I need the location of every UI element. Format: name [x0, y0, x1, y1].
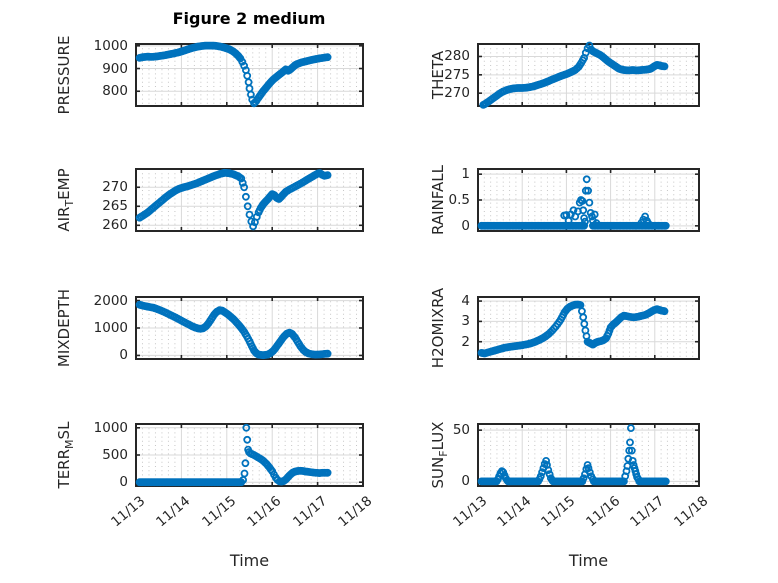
y-tick-label: 4 — [461, 293, 470, 310]
y-tick-label: 270 — [444, 85, 470, 102]
y-tick-label: 800 — [102, 83, 128, 100]
y-tick-label: 1 — [461, 166, 470, 183]
y-tick-label: 270 — [102, 179, 128, 196]
y-axis-label-text: EMP — [55, 168, 73, 200]
x-axis-title: Time — [568, 551, 609, 570]
y-axis-label-text: TERR — [55, 448, 73, 489]
y-tick-label: 2 — [461, 333, 470, 350]
y-axis-label-subscript: T — [63, 199, 76, 207]
y-axis-label-text: SL — [55, 421, 73, 440]
y-tick-label: 1000 — [93, 37, 128, 54]
y-tick-label: 900 — [102, 60, 128, 77]
subplot-theta — [477, 41, 700, 109]
y-tick-label: 3 — [461, 313, 470, 330]
major-grid — [136, 44, 363, 106]
y-tick-label: 1000 — [93, 320, 128, 336]
y-tick-label: 500 — [102, 447, 128, 463]
y-tick-label: 2000 — [93, 292, 128, 309]
y-tick-label: 260 — [102, 217, 128, 234]
subplot-mixdepth — [135, 296, 364, 360]
x-axis-title: Time — [229, 551, 270, 570]
y-axis-label-terr-msl: TERRMSL — [54, 355, 76, 555]
scatter-series-mixdepth — [135, 300, 332, 360]
y-tick-label: 0.5 — [448, 192, 470, 208]
major-grid — [478, 44, 699, 106]
subplot-rainfall — [477, 168, 700, 232]
y-axis-label-subscript: M — [63, 439, 76, 449]
y-tick-label: 275 — [444, 66, 470, 83]
y-tick-label: 0 — [119, 474, 128, 491]
figure-title: Figure 2 medium — [172, 9, 326, 28]
y-axis-label-text: RAINFALL — [429, 165, 447, 235]
y-tick-label: 280 — [444, 48, 470, 65]
y-tick-label: 0 — [461, 217, 470, 234]
scatter-series-pressure — [135, 41, 332, 108]
y-tick-label: 0 — [461, 473, 470, 490]
scatter-series-rainfall — [477, 175, 670, 230]
scatter-series-theta — [479, 41, 669, 109]
subplot-pressure — [135, 41, 364, 108]
subplot-h2omixra — [477, 296, 700, 360]
y-axis-label-text: LUX — [429, 421, 447, 451]
scatter-series-terr-msl — [135, 423, 332, 487]
scatter-series-air-temp — [135, 168, 332, 231]
y-tick-label: 50 — [452, 422, 470, 439]
y-axis-label-text: THETA — [429, 50, 447, 100]
y-axis-label-subscript: F — [437, 450, 450, 457]
subplot-terr-msl — [135, 423, 364, 487]
subplot-sun-flux — [477, 423, 700, 487]
y-axis-label-text: SUN — [429, 456, 447, 489]
scatter-series-h2omixra — [477, 300, 669, 358]
y-tick-label: 1000 — [93, 419, 128, 436]
y-tick-label: 265 — [102, 198, 128, 215]
scatter-series-sun-flux — [477, 424, 670, 486]
y-tick-label: 0 — [119, 347, 128, 364]
subplot-air-temp — [135, 168, 364, 232]
